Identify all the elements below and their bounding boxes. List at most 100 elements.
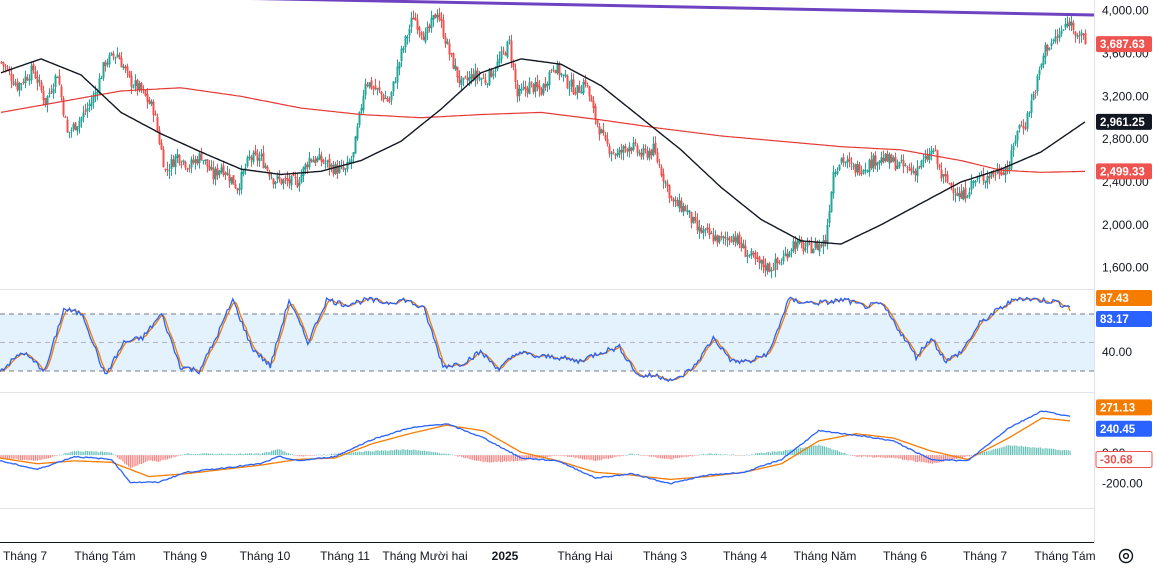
candle-body — [1030, 100, 1033, 113]
macd-histogram-bar — [1043, 448, 1045, 456]
macd-histogram-bar — [447, 453, 450, 456]
candle-body — [344, 168, 347, 170]
candle-body — [764, 265, 767, 271]
candle-body — [998, 167, 1001, 175]
macd-histogram-bar — [1004, 446, 1006, 456]
candle-body — [500, 51, 503, 60]
stochastic-k-badge — [1096, 289, 1152, 306]
macd-histogram-bar — [712, 454, 714, 456]
candle-body — [268, 171, 271, 177]
candle-body — [4, 66, 7, 68]
macd-histogram-bar — [808, 446, 811, 456]
macd-histogram-bar — [542, 455, 545, 457]
candle-body — [372, 87, 375, 89]
macd-histogram-bar — [1028, 446, 1030, 456]
candle-body — [442, 19, 445, 38]
macd-histogram-bar — [397, 449, 399, 456]
candle-body — [276, 175, 279, 180]
macd-histogram-bar — [565, 455, 567, 456]
macd-histogram-bar — [541, 455, 543, 458]
candle-body — [138, 83, 141, 90]
macd-histogram-bar — [903, 455, 906, 460]
macd-histogram-bar — [580, 455, 582, 459]
last-price-badge-label: 3,687.63 — [1100, 39, 1145, 51]
stochastic-d-line — [0, 297, 1071, 381]
macd-pane[interactable] — [0, 410, 1071, 485]
gear-icon[interactable] — [1118, 548, 1134, 564]
macd-histogram-bar — [887, 455, 889, 458]
candle-body — [680, 200, 683, 212]
candle-body — [380, 91, 383, 95]
macd-histogram-bar — [719, 454, 721, 456]
candle-body — [174, 156, 177, 168]
candle-body — [900, 159, 903, 161]
macd-histogram-bar — [49, 455, 51, 458]
price-axis[interactable]: 1,600.002,000.002,400.002,800.003,200.00… — [1102, 4, 1149, 275]
candle-body — [136, 79, 139, 91]
macd-histogram-bar — [781, 451, 783, 456]
macd-histogram-bar — [1015, 445, 1017, 456]
candle-body — [358, 111, 361, 126]
macd-histogram-bar — [831, 449, 833, 456]
candle-body — [844, 162, 847, 164]
candle-body — [26, 77, 29, 81]
candle-body — [790, 249, 793, 251]
candle-body — [436, 14, 439, 18]
signal-badge-label: 240.45 — [1100, 424, 1136, 436]
candle-body — [948, 183, 951, 185]
macd-histogram-bar — [206, 453, 208, 456]
candle-body — [734, 237, 737, 242]
candle-body — [416, 19, 419, 30]
stochastic-axis[interactable]: 40.00 — [1102, 345, 1132, 359]
candle-body — [496, 61, 499, 70]
macd-histogram-bar — [62, 454, 64, 456]
ma-long-badge-label: 2,499.33 — [1100, 166, 1145, 178]
candle-body — [556, 63, 559, 74]
macd-histogram-bar — [332, 454, 334, 456]
candle-body — [834, 172, 837, 174]
macd-histogram-bar — [663, 455, 666, 459]
candle-body — [634, 142, 637, 144]
candle-body — [730, 240, 733, 243]
candle-body — [104, 61, 107, 67]
candle-body — [906, 167, 909, 169]
candle-body — [698, 226, 701, 232]
candle-body — [868, 160, 871, 173]
candle-body — [1070, 21, 1073, 26]
stochastic-pane[interactable] — [0, 296, 1094, 383]
price-pane[interactable] — [0, 0, 1095, 279]
candle-body — [336, 164, 339, 174]
time-axis[interactable]: Tháng 7 Tháng Tám Tháng 9 Tháng 10 Tháng 11 T… — [3, 549, 1096, 563]
macd-histogram-bar — [312, 455, 314, 456]
candle-body — [534, 82, 537, 92]
macd-badge-label: 271.13 — [1100, 402, 1135, 414]
candle-body — [910, 167, 913, 172]
candle-body — [1052, 39, 1055, 41]
macd-histogram-bar — [818, 444, 820, 456]
macd-histogram-bar — [851, 455, 853, 456]
macd-histogram-bar — [114, 454, 117, 456]
macd-histogram-bar — [635, 454, 638, 456]
candle-body — [472, 74, 475, 80]
candle-body — [172, 159, 175, 167]
candle-body — [346, 161, 349, 170]
candle-body — [1084, 33, 1087, 45]
macd-histogram-bar — [762, 452, 764, 456]
macd-histogram-bar — [840, 452, 842, 456]
macd-histogram-bar — [241, 453, 243, 456]
macd-histogram-bar — [405, 449, 407, 456]
macd-histogram-bar — [998, 448, 1000, 456]
macd-histogram-bar — [120, 455, 122, 460]
candle-body — [794, 241, 797, 250]
trendline[interactable] — [0, 0, 1095, 17]
macd-histogram-bar — [736, 455, 738, 456]
candle-body — [988, 175, 991, 179]
candle-body — [294, 176, 297, 179]
macd-histogram-bar — [444, 453, 446, 456]
candle-body — [222, 165, 225, 175]
macd-histogram-bar — [300, 455, 303, 457]
macd-histogram-bar — [40, 455, 42, 460]
macd-histogram-bar — [181, 454, 184, 456]
candle-body — [420, 31, 423, 36]
